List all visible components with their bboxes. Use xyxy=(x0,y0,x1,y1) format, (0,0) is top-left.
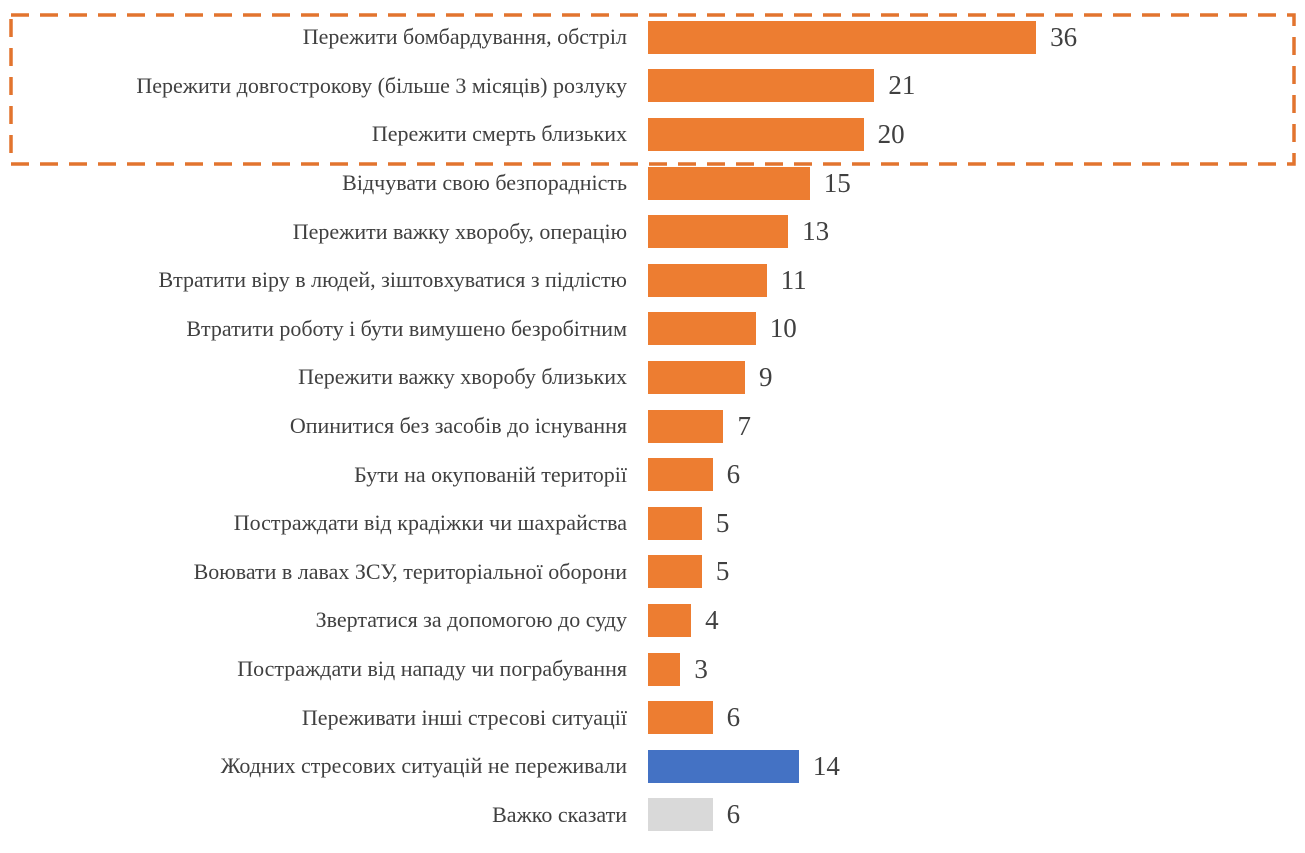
value-label: 13 xyxy=(802,216,830,247)
category-label: Постраждати від крадіжки чи шахрайства xyxy=(233,510,627,536)
value-label: 6 xyxy=(726,799,741,830)
chart-row: Жодних стресових ситуацій не переживали … xyxy=(0,742,1305,791)
chart-row: Пережити довгострокову (більше 3 місяців… xyxy=(0,62,1305,111)
rows: Пережити бомбардування, обстріл 36 Переж… xyxy=(0,13,1305,839)
category-label: Важко сказати xyxy=(492,801,627,827)
chart-row: Переживати інші стресові ситуації 6 xyxy=(0,693,1305,742)
chart-row: Постраждати від крадіжки чи шахрайства 5 xyxy=(0,499,1305,548)
category-label: Пережити важку хворобу, операцію xyxy=(292,218,627,244)
chart-row: Пережити бомбардування, обстріл 36 xyxy=(0,13,1305,62)
value-label: 15 xyxy=(823,167,851,198)
bar xyxy=(648,798,713,832)
category-label: Опинитися без засобів до існування xyxy=(289,412,627,438)
chart-row: Пережити смерть близьких 20 xyxy=(0,110,1305,159)
value-label: 4 xyxy=(705,604,719,635)
chart-row: Втратити роботу і бути вимушено безробіт… xyxy=(0,305,1305,354)
bar xyxy=(648,603,692,637)
value-label: 11 xyxy=(780,264,807,295)
value-label: 14 xyxy=(812,750,840,781)
chart-row: Втратити віру в людей, зіштовхуватися з … xyxy=(0,256,1305,305)
chart-row: Опинитися без засобів до існування 7 xyxy=(0,402,1305,451)
category-label: Пережити важку хворобу близьких xyxy=(298,364,627,390)
value-label: 7 xyxy=(737,410,751,441)
bar xyxy=(648,652,681,686)
category-label: Бути на окупованій території xyxy=(354,461,627,487)
chart-row: Відчувати свою безпорадність 15 xyxy=(0,159,1305,208)
value-label: 9 xyxy=(759,361,773,392)
category-label: Воювати в лавах ЗСУ, територіальної обор… xyxy=(193,558,627,584)
category-label: Жодних стресових ситуацій не переживали xyxy=(220,753,627,779)
category-label: Переживати інші стресові ситуації xyxy=(301,704,627,730)
value-label: 6 xyxy=(726,459,741,490)
value-label: 21 xyxy=(888,70,916,101)
chart-row: Пережити важку хворобу, операцію 13 xyxy=(0,207,1305,256)
bar xyxy=(648,458,713,492)
category-label: Відчувати свою безпорадність xyxy=(342,169,627,195)
category-label: Звертатися за допомогою до суду xyxy=(315,607,627,633)
chart-row: Пережити важку хворобу близьких 9 xyxy=(0,353,1305,402)
chart-row: Воювати в лавах ЗСУ, територіальної обор… xyxy=(0,548,1305,597)
chart-row: Бути на окупованій території 6 xyxy=(0,450,1305,499)
category-label: Пережити смерть близьких xyxy=(371,121,627,147)
value-label: 20 xyxy=(877,118,905,149)
bar xyxy=(648,360,746,394)
chart-row: Постраждати від нападу чи пограбування 3 xyxy=(0,645,1305,694)
bar xyxy=(648,263,767,297)
chart-row: Важко сказати 6 xyxy=(0,791,1305,840)
value-label: 5 xyxy=(715,507,730,538)
bar xyxy=(648,506,702,540)
bar xyxy=(648,409,724,443)
value-label: 6 xyxy=(726,702,741,733)
value-label: 10 xyxy=(769,313,797,344)
bar xyxy=(648,69,875,103)
category-label: Постраждати від нападу чи пограбування xyxy=(237,655,627,681)
bar xyxy=(648,20,1037,54)
category-label: Втратити віру в людей, зіштовхуватися з … xyxy=(158,267,627,293)
bar xyxy=(648,166,810,200)
bar xyxy=(648,701,713,735)
category-label: Втратити роботу і бути вимушено безробіт… xyxy=(186,315,627,341)
value-label: 36 xyxy=(1050,21,1078,52)
category-label: Пережити довгострокову (більше 3 місяців… xyxy=(136,72,627,98)
bar xyxy=(648,215,789,249)
value-label: 5 xyxy=(715,556,730,587)
bar xyxy=(648,749,799,783)
category-label: Пережити бомбардування, обстріл xyxy=(302,24,627,50)
value-label: 3 xyxy=(694,653,708,684)
bar xyxy=(648,312,756,346)
chart-row: Звертатися за допомогою до суду 4 xyxy=(0,596,1305,645)
bar xyxy=(648,117,864,151)
bar xyxy=(648,555,702,589)
